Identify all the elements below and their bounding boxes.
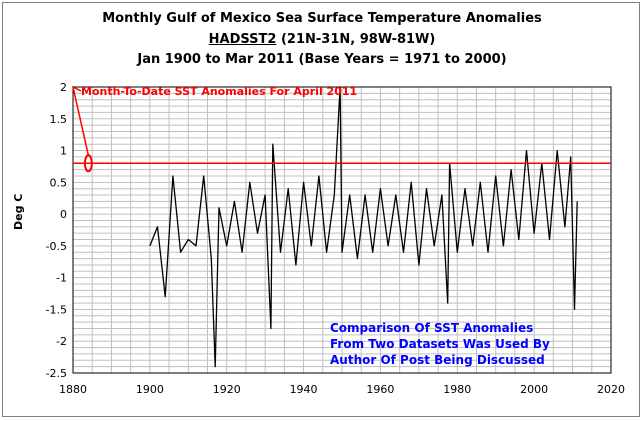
chart-title: Monthly Gulf of Mexico Sea Surface Tempe… [102, 11, 542, 26]
region-text: (21N-31N, 98W-81W) [276, 32, 436, 47]
x-tick-label: 1960 [366, 383, 394, 396]
comparison-note: Comparison Of SST Anomalies From Two Dat… [330, 321, 550, 367]
dataset-name: HADSST2 [208, 32, 277, 47]
gridlines [73, 87, 611, 373]
annotation-ellipse [83, 154, 93, 173]
month-to-date-annotation: Month-To-Date SST Anomalies For April 20… [81, 85, 357, 98]
annotation-group: Month-To-Date SST Anomalies For April 20… [71, 85, 357, 173]
chart-subtitle-dataset: HADSST2 (21N-31N, 98W-81W) [0, 32, 644, 47]
y-tick-label: 1 [60, 145, 67, 158]
series-line [149, 86, 578, 368]
x-tick-label: 1900 [136, 383, 164, 396]
x-tick-label: 1940 [290, 383, 318, 396]
y-tick-label: 1.5 [50, 113, 68, 126]
y-tick-label: 2 [60, 81, 67, 94]
x-tick-labels: 1880 1900 1920 1940 1960 1980 2000 2020 [59, 383, 625, 396]
x-tick-label: 2020 [597, 383, 625, 396]
y-tick-label: -1.5 [46, 303, 67, 316]
y-tick-label: -0.5 [46, 240, 67, 253]
y-tick-label: 0 [60, 208, 67, 221]
y-tick-label: 0.5 [50, 176, 68, 189]
x-tick-label: 1880 [59, 383, 87, 396]
chart-subtitle-period: Jan 1900 to Mar 2011 (Base Years = 1971 … [137, 52, 507, 67]
y-tick-label: -2 [56, 335, 67, 348]
plot-area-border [72, 86, 612, 374]
annotation-pointer [71, 85, 90, 156]
y-tick-label: -1 [56, 272, 67, 285]
x-tick-label: 1920 [213, 383, 241, 396]
x-tick-label: 2000 [520, 383, 548, 396]
y-tick-labels: -2.5 -2 -1.5 -1 -0.5 0 0.5 1 1.5 2 [46, 81, 67, 380]
y-tick-label: -2.5 [46, 367, 67, 380]
series-group [149, 86, 578, 368]
x-tick-label: 1980 [443, 383, 471, 396]
